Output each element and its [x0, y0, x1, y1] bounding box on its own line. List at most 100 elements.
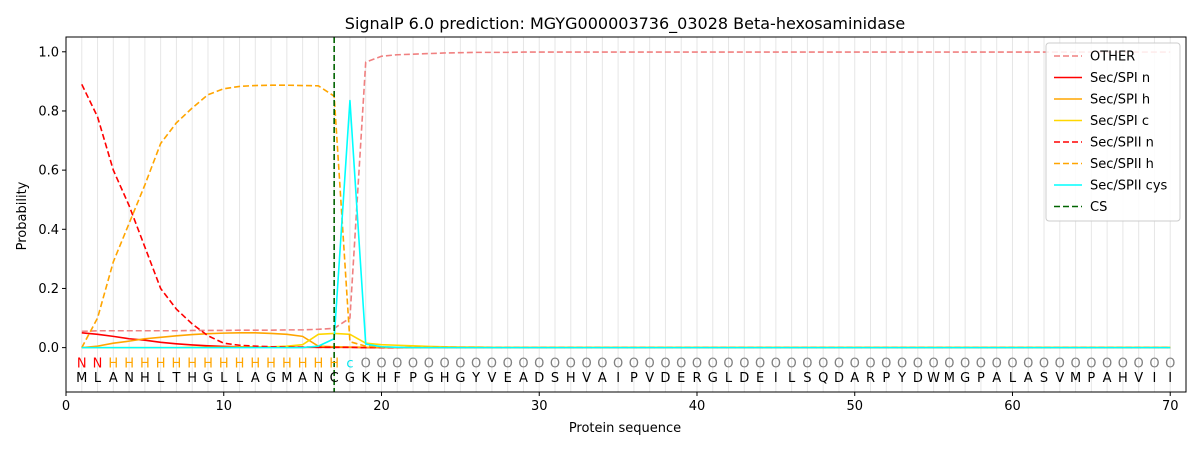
legend-label: Sec/SPII cys: [1090, 179, 1168, 194]
prediction-letter: H: [235, 356, 245, 371]
sequence-letter: T: [171, 371, 180, 386]
prediction-letter: O: [802, 356, 812, 371]
legend-label: Sec/SPII n: [1090, 136, 1154, 151]
sequence-letter: L: [94, 371, 102, 386]
axes: 0 10 20 30 40 50 60 70 0.0 0.2 0.4 0.6 0.8 1.0: [38, 36, 1187, 414]
series-line-6: [81, 84, 1171, 349]
sequence-letter: P: [977, 371, 985, 386]
prediction-letter: N: [93, 356, 103, 371]
prediction-letter: O: [376, 356, 386, 371]
prediction-letter: O: [645, 356, 655, 371]
sequence-letter: E: [677, 371, 685, 386]
prediction-letter: O: [739, 356, 749, 371]
x-tick-label: 50: [846, 399, 863, 414]
sequence-letter: I: [1168, 371, 1172, 386]
prediction-letter: O: [613, 356, 623, 371]
sequence-letter: P: [882, 371, 890, 386]
prediction-letter: O: [1165, 356, 1175, 371]
sequence-letter: S: [803, 371, 811, 386]
sequence-letter: H: [140, 371, 150, 386]
legend-label: CS: [1090, 200, 1107, 215]
sequence-letter: I: [1153, 371, 1157, 386]
prediction-letter: O: [1039, 356, 1049, 371]
sequence-letter: M: [281, 371, 292, 386]
sequence-letter: R: [692, 371, 701, 386]
prediction-letter: H: [329, 356, 339, 371]
prediction-letter: O: [1149, 356, 1159, 371]
sequence-letter: D: [534, 371, 544, 386]
legend-label: Sec/SPII h: [1090, 157, 1154, 172]
prediction-letter: O: [629, 356, 639, 371]
sequence-letter: H: [1118, 371, 1128, 386]
prediction-letter: H: [219, 356, 229, 371]
sequence-letter: W: [927, 371, 940, 386]
prediction-letter: O: [439, 356, 449, 371]
sequence-letter: D: [834, 371, 844, 386]
prediction-letter: H: [108, 356, 118, 371]
sequence-letter: V: [1134, 371, 1143, 386]
prediction-letter: O: [581, 356, 591, 371]
y-tick-label: 0.8: [38, 104, 59, 119]
sequence-letter: D: [913, 371, 923, 386]
sequence-letter: Q: [818, 371, 828, 386]
prediction-letter: O: [597, 356, 607, 371]
series-line-1: [81, 51, 1171, 333]
sequence-letter: V: [645, 371, 654, 386]
sequence-letter: P: [630, 371, 638, 386]
prediction-letter: O: [755, 356, 765, 371]
sequence-letter: M: [76, 371, 87, 386]
sequence-letter: A: [298, 371, 307, 386]
sequence-letter: H: [566, 371, 576, 386]
prediction-letter: O: [897, 356, 907, 371]
sequence-letter: N: [314, 371, 324, 386]
y-tick-label: 0.0: [38, 341, 59, 356]
prediction-letter: H: [250, 356, 260, 371]
prediction-letter: O: [1118, 356, 1128, 371]
prediction-letter: H: [282, 356, 292, 371]
prediction-letter: O: [692, 356, 702, 371]
prediction-letter: O: [361, 356, 371, 371]
legend-box: [1045, 42, 1181, 222]
prediction-letter: O: [787, 356, 797, 371]
x-tick-label: 70: [1162, 399, 1179, 414]
prediction-letter: O: [566, 356, 576, 371]
sequence-letter: G: [708, 371, 718, 386]
sequence-letter: A: [251, 371, 260, 386]
prediction-letter: O: [881, 356, 891, 371]
sequence-letter: P: [409, 371, 417, 386]
sequence-letter: E: [504, 371, 512, 386]
prediction-letter: O: [408, 356, 418, 371]
prediction-letter: N: [77, 356, 87, 371]
prediction-letter: H: [187, 356, 197, 371]
sequence-letter: C: [330, 371, 339, 386]
y-tick-label: 1.0: [38, 45, 59, 60]
sequence-letter: V: [487, 371, 496, 386]
sequence-letter: F: [394, 371, 401, 386]
sequence-letter: H: [440, 371, 450, 386]
prediction-letter: O: [487, 356, 497, 371]
y-tick-label: 0.4: [38, 223, 59, 238]
x-tick-label: 10: [215, 399, 232, 414]
sequence-letter: P: [1087, 371, 1095, 386]
sequence-letter: K: [361, 371, 370, 386]
series-lines: [81, 37, 1171, 392]
y-tick-label: 0.2: [38, 282, 59, 297]
prediction-letter: O: [392, 356, 402, 371]
x-tick-label: 30: [531, 399, 548, 414]
sequence-letter: R: [866, 371, 875, 386]
prediction-letter: O: [1134, 356, 1144, 371]
prediction-letter: O: [928, 356, 938, 371]
sequence-letter: V: [582, 371, 591, 386]
sequence-letter: G: [266, 371, 276, 386]
series-line-7: [81, 99, 1171, 349]
series-line-5: [81, 83, 1171, 349]
chart-title: SignalP 6.0 prediction: MGYG000003736_03…: [345, 14, 905, 34]
prediction-letter: O: [1055, 356, 1065, 371]
sequence-letter: L: [236, 371, 244, 386]
x-tick-label: 40: [689, 399, 706, 414]
grid-lines: [81, 37, 1171, 392]
sequence-letter: S: [551, 371, 559, 386]
prediction-letter: H: [266, 356, 276, 371]
